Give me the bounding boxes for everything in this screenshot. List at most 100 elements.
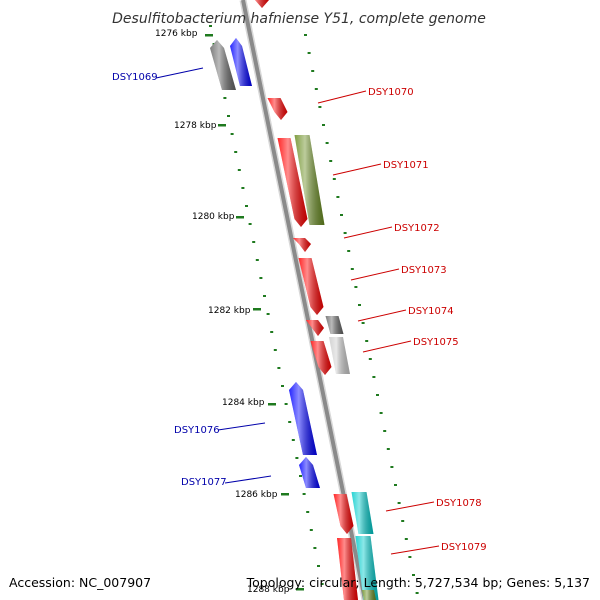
tick-mark (415, 592, 419, 594)
callout-line (350, 268, 400, 281)
tick-mark (390, 466, 394, 468)
tick-mark (361, 322, 365, 324)
genes (210, 0, 379, 600)
tick-mark (354, 286, 358, 288)
tick-mark (332, 178, 336, 180)
tick-mark (386, 448, 390, 450)
gene-label-dsy1079: DSY1079 (441, 542, 487, 553)
gene-shading (298, 258, 324, 315)
kbp-major-tick (253, 308, 261, 311)
gene-shading (294, 135, 325, 225)
tick-mark (299, 475, 302, 477)
gene-shading (310, 341, 332, 375)
gene-DSY1074-red (306, 320, 324, 336)
kbp-label: 1288 kbp (247, 585, 290, 595)
tick-mark (313, 547, 317, 549)
tick-mark (245, 205, 248, 207)
kbp-major-tick (205, 34, 213, 37)
tick-mark (304, 34, 307, 36)
gene-label-dsy1074: DSY1074 (408, 306, 454, 317)
tick-mark (227, 115, 230, 117)
tick-mark (347, 250, 351, 252)
tick-mark (322, 124, 325, 126)
tick-marks (209, 25, 419, 594)
accession-text: Accession: NC_007907 (9, 575, 151, 590)
callout-line (362, 340, 412, 353)
gene-shading (337, 538, 358, 600)
tick-mark (317, 565, 320, 567)
callout-line (390, 545, 440, 555)
gene-shading (325, 316, 344, 334)
tick-mark (291, 439, 295, 441)
gene-DSY1079-red (337, 538, 358, 600)
callout-line (224, 475, 272, 484)
gene-shading (351, 492, 374, 534)
gene-shading (293, 238, 311, 252)
gene-shading (306, 320, 324, 336)
gene-shading (299, 457, 320, 488)
kbp-label: 1276 kbp (155, 29, 198, 39)
tick-mark (329, 160, 333, 162)
tick-mark (307, 52, 311, 54)
tick-mark (394, 484, 397, 486)
tick-mark (209, 25, 212, 27)
kbp-label: 1280 kbp (192, 212, 235, 222)
kbp-major-tick (236, 216, 244, 219)
gene-label-dsy1076: DSY1076 (174, 425, 220, 436)
kbp-major-tick (296, 588, 304, 591)
tick-mark (266, 313, 270, 315)
tick-mark (340, 214, 343, 216)
callout-line (317, 90, 367, 104)
tick-mark (412, 574, 415, 576)
gene-DSY1070 (267, 98, 288, 120)
gene-DSY1074 (325, 316, 344, 334)
gene-shading (333, 494, 354, 534)
tick-mark (277, 367, 281, 369)
gene-label-dsy1071: DSY1071 (383, 160, 429, 171)
tick-mark (237, 169, 241, 171)
tick-mark (302, 493, 306, 495)
gene-DSY1072 (293, 238, 311, 252)
gene-DSY1078-red (333, 494, 354, 534)
tick-mark (241, 187, 245, 189)
tick-mark (372, 376, 376, 378)
gene-shading (355, 536, 379, 600)
tick-mark (230, 133, 234, 135)
gene-label-dsy1073: DSY1073 (401, 265, 447, 276)
callout-line (217, 422, 266, 431)
gene-label-dsy1070: DSY1070 (368, 87, 414, 98)
tick-mark (248, 223, 252, 225)
gene-DSY1077 (299, 457, 320, 488)
gene-bottom-olive (362, 590, 376, 600)
tick-mark (273, 349, 277, 351)
tick-mark (336, 196, 340, 198)
tick-mark (404, 538, 408, 540)
gene-shading (362, 590, 376, 600)
gene-DSY1078 (351, 492, 374, 534)
callout-line (385, 501, 435, 512)
tick-mark (306, 511, 310, 513)
callout-line (357, 309, 407, 322)
tick-mark (376, 394, 379, 396)
kbp-major-tick (281, 493, 289, 496)
callout-line (155, 67, 204, 79)
gene-DSY1073 (298, 258, 324, 315)
gene-DSY1069 (230, 38, 252, 86)
gene-shading (289, 382, 317, 455)
kbp-label: 1286 kbp (235, 490, 278, 500)
tick-mark (270, 331, 274, 333)
tick-mark (311, 70, 315, 72)
gene-label-dsy1072: DSY1072 (394, 223, 440, 234)
gene-DSY1079 (355, 536, 379, 600)
callout-line (332, 163, 382, 176)
tick-mark (397, 502, 401, 504)
tick-mark (314, 88, 318, 90)
kbp-label: 1278 kbp (174, 121, 217, 131)
gene-shading (210, 40, 236, 90)
gene-DSY1071 (294, 135, 325, 225)
tick-mark (223, 97, 227, 99)
gene-DSY1075 (329, 337, 350, 374)
topology-summary: Topology: circular; Length: 5,727,534 bp… (246, 575, 590, 590)
gene-shading (255, 0, 269, 8)
